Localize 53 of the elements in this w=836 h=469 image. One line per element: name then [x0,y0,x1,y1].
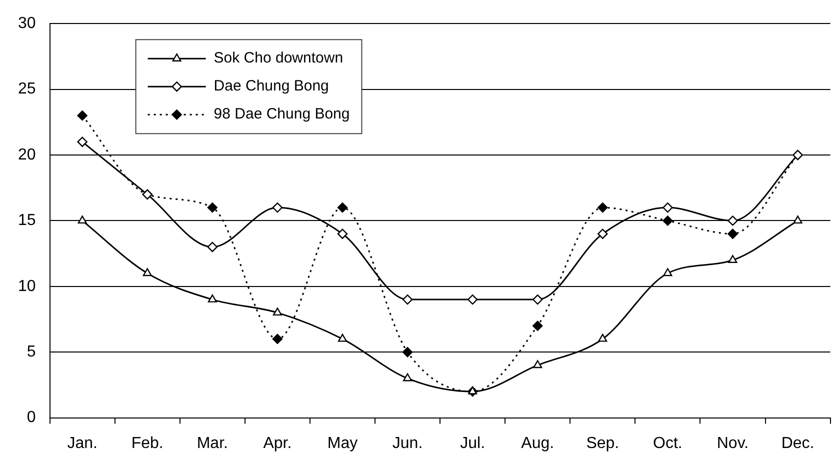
x-tick-label: Nov. [716,434,749,452]
point [598,228,608,239]
x-tick-label: Sep. [586,434,620,452]
point [533,360,542,368]
x-tick-label: Jul. [460,434,486,452]
y-tick-label: 20 [18,146,36,164]
point [338,334,347,342]
legend-label: Sok Cho downtown [214,50,344,67]
y-tick-label: 25 [18,80,36,98]
legend-label: 98 Dae Chung Bong [214,106,350,123]
point [337,228,348,239]
point [272,334,283,344]
point [403,373,412,382]
point [272,308,282,316]
x-tick-label: Mar. [196,434,228,452]
point [142,268,152,276]
x-tick-label: May [327,434,358,452]
point [207,202,218,213]
x-tick-label: Jan. [67,434,98,452]
point [532,294,543,305]
point [728,255,738,263]
y-tick-label: 0 [26,409,36,426]
y-tick-label: 5 [26,344,36,361]
legend-label: Dae Chung Bong [214,78,329,95]
x-tick-label: Aug. [521,434,554,452]
point [728,216,738,226]
y-tick-label: 30 [18,15,36,32]
point [208,294,217,302]
point [468,386,478,394]
point [207,242,218,252]
point [77,136,88,147]
point [77,110,88,121]
point [663,268,672,276]
point [598,202,608,213]
x-tick-label: Apr. [263,434,292,452]
point [272,202,283,213]
x-tick-label: Jun. [392,434,423,452]
point [598,334,608,342]
point [402,347,413,358]
x-tick-label: Dec. [781,434,814,452]
y-tick-label: 10 [18,278,36,295]
point [662,216,673,226]
y-tick-label: 15 [18,212,36,230]
point [532,320,543,331]
point [662,202,673,213]
x-tick-label: Oct. [653,434,682,452]
point [467,294,478,305]
point [793,216,802,224]
x-tick-label: Feb. [131,434,164,452]
point [728,228,738,239]
point [78,216,87,224]
point [402,294,413,305]
point [337,202,348,213]
